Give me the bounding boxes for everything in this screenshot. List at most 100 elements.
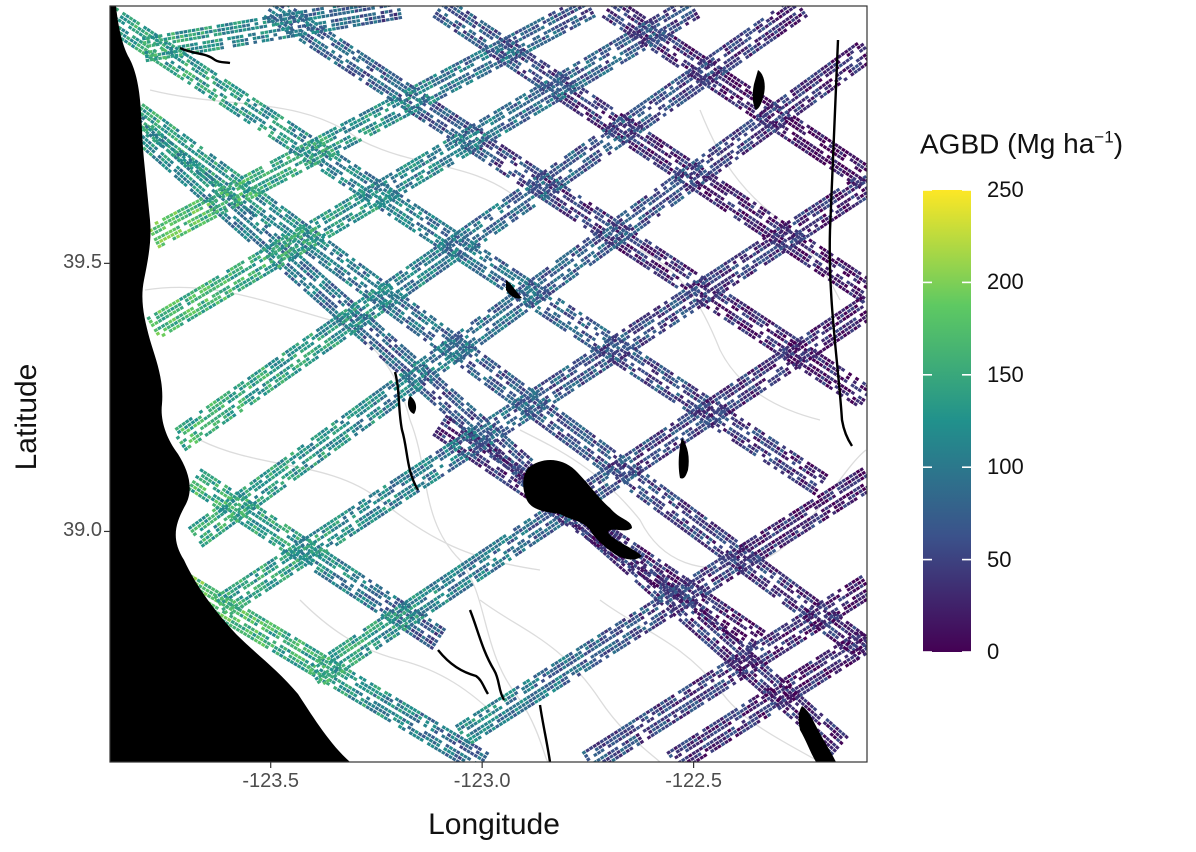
footprint-segment (782, 584, 788, 590)
footprint-segment (653, 270, 658, 276)
footprint-segment (788, 583, 794, 589)
footprint-segment (522, 296, 528, 301)
footprint-segment (618, 129, 624, 134)
footprint-segment (138, 39, 144, 45)
footprint-segment (408, 705, 414, 711)
footprint-segment (397, 11, 402, 16)
footprint-segment (831, 263, 837, 269)
footprint-segment (552, 304, 558, 309)
footprint-segment (214, 174, 219, 179)
footprint-segment (776, 342, 782, 347)
footprint-segment (780, 219, 785, 225)
footprint-segment (282, 655, 288, 661)
footprint-segment (482, 38, 487, 43)
footprint-segment (790, 602, 796, 608)
footprint-segment (534, 73, 540, 78)
footprint-segment (660, 502, 666, 507)
footprint-segment (320, 10, 325, 15)
footprint-segment (203, 492, 209, 497)
footprint-segment (755, 321, 761, 326)
footprint-segment (223, 500, 228, 506)
footprint-segment (687, 45, 692, 50)
footprint-segment (246, 608, 252, 614)
footprint-segment (826, 154, 831, 160)
footprint-segment (745, 196, 750, 201)
footprint-segment (417, 210, 423, 216)
footprint-segment (482, 30, 487, 36)
footprint-segment (652, 248, 658, 254)
footprint-segment (301, 40, 307, 45)
footprint-segment (812, 482, 818, 487)
footprint-segment (631, 234, 636, 240)
footprint-segment (632, 138, 638, 143)
road (519, 429, 867, 569)
footprint-segment (387, 709, 393, 714)
footprint-segment (582, 202, 587, 208)
footprint-segment (430, 629, 435, 634)
footprint-segment (383, 706, 389, 712)
footprint-segment (663, 151, 669, 157)
footprint-segment (397, 314, 403, 319)
footprint-segment (278, 6, 280, 7)
footprint-segment (477, 23, 482, 28)
footprint-segment (288, 654, 293, 659)
footprint-segment (394, 706, 399, 711)
footprint-segment (532, 400, 538, 406)
footprint-segment (806, 366, 811, 371)
footprint-segment (360, 681, 365, 686)
footprint-segment (297, 24, 302, 29)
footprint-segment (516, 70, 521, 76)
footprint-segment (637, 366, 642, 372)
footprint-segment (389, 698, 394, 703)
footprint-segment (353, 3, 357, 4)
footprint-segment (499, 160, 505, 165)
footprint-segment (748, 567, 754, 572)
footprint-segment (577, 194, 582, 200)
footprint-segment (487, 273, 493, 278)
footprint-segment (365, 21, 370, 26)
footprint-segment (262, 622, 268, 628)
footprint-segment (494, 277, 500, 283)
footprint-segment (354, 9, 359, 13)
footprint-segment (653, 365, 658, 370)
footprint-segment (742, 216, 747, 221)
footprint-segment (517, 384, 523, 390)
footprint-segment (231, 105, 236, 110)
footprint-segment (698, 74, 703, 79)
footprint-segment (262, 16, 267, 21)
footprint-segment (498, 263, 504, 269)
footprint-segment (275, 122, 280, 127)
footprint-segment (573, 98, 578, 104)
footprint-segment (231, 88, 237, 94)
footprint-segment (188, 37, 193, 41)
footprint-segment (519, 277, 525, 283)
footprint-segment (820, 375, 825, 381)
footprint-segment (490, 158, 495, 164)
footprint-segment (333, 676, 338, 682)
footprint-segment (314, 658, 320, 664)
footprint-segment (499, 152, 504, 158)
footprint-segment (446, 732, 452, 738)
footprint-segment (653, 261, 659, 267)
footprint-segment (699, 417, 705, 422)
footprint-segment (575, 427, 581, 432)
footprint-segment (378, 708, 383, 713)
footprint-segment (616, 336, 622, 342)
footprint-segment (780, 454, 786, 459)
footprint-segment (271, 216, 277, 222)
footprint-segment (766, 319, 772, 324)
footprint-segment (435, 127, 441, 133)
footprint-segment (489, 262, 495, 268)
footprint-segment (366, 587, 372, 593)
footprint-segment (296, 135, 302, 141)
footprint-segment (730, 563, 736, 569)
footprint-segment (309, 650, 315, 656)
footprint-segment (404, 223, 410, 229)
footprint-segment (655, 250, 661, 256)
footprint-segment (534, 183, 540, 188)
footprint-segment (453, 122, 459, 128)
footprint-segment (473, 352, 479, 358)
footprint-segment (866, 289, 867, 290)
footprint-segment (432, 317, 438, 322)
footprint-segment (856, 279, 861, 285)
